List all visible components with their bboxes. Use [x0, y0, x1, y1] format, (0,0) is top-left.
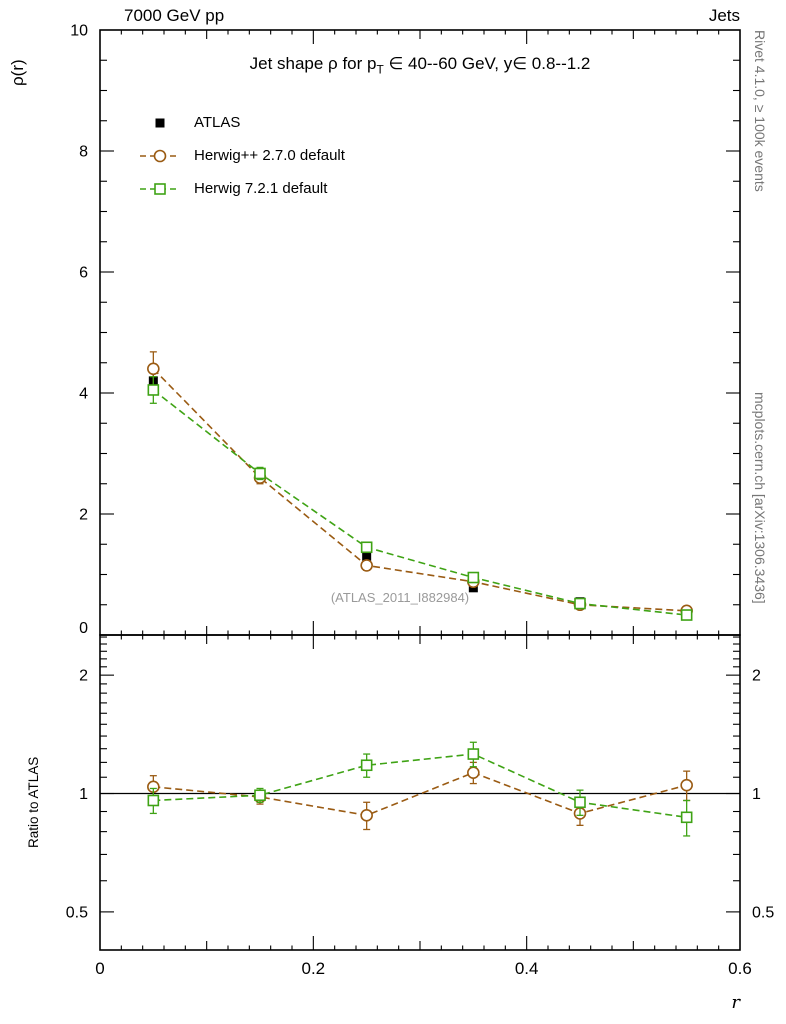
- data-point-marker: [254, 789, 266, 802]
- ratio-tick-label-left: 1: [79, 786, 88, 803]
- ratio-panel-frame: [99, 634, 741, 951]
- y-tick-label: 8: [79, 144, 88, 161]
- data-point-marker: [467, 766, 480, 779]
- rivet-version-note: Rivet 4.1.0, ≥ 100k events: [752, 30, 768, 192]
- open-square-icon: [140, 182, 180, 195]
- data-point-marker: [147, 384, 160, 396]
- plot-title-subscript: T: [376, 62, 384, 77]
- y-tick-label: 2: [79, 507, 88, 524]
- y-axis-label: ρ(r): [8, 59, 27, 86]
- beam-energy-label: 7000 GeV pp: [124, 6, 225, 25]
- data-point-marker: [360, 759, 373, 772]
- x-tick-label: 0.6: [728, 959, 752, 978]
- data-point-marker: [360, 809, 373, 822]
- data-point-marker: [360, 541, 373, 554]
- ratio-axis-label: Ratio to ATLAS: [26, 756, 41, 848]
- data-point-marker: [147, 794, 160, 807]
- data-point-marker: [362, 551, 372, 561]
- open-circle-icon: [140, 149, 180, 162]
- x-axis-label: r: [731, 992, 740, 1013]
- data-point-marker: [680, 609, 693, 621]
- plot-title-pre: Jet shape ρ for p: [249, 54, 377, 73]
- ratio-tick-label-left: 2: [79, 668, 88, 685]
- mcplots-reference-note: mcplots.cern.ch [arXiv:1306.3436]: [752, 392, 768, 604]
- plot-title: Jet shape ρ for pT ∈ 40--60 GeV, y∈ 0.8-…: [100, 54, 740, 76]
- legend-item: Herwig++ 2.7.0 default: [138, 139, 345, 172]
- legend-label: Herwig 7.2.1 default: [194, 180, 328, 197]
- legend-label: ATLAS: [194, 114, 241, 131]
- y-tick-label: 6: [79, 265, 88, 282]
- filled-square-icon: [155, 118, 165, 127]
- data-point-marker: [680, 778, 693, 792]
- x-tick-label: 0.4: [515, 959, 539, 978]
- ratio-tick-label-left: 0.5: [66, 904, 88, 921]
- observable-group-label: Jets: [708, 6, 740, 25]
- y-tick-label: 4: [79, 386, 88, 403]
- data-point-marker: [680, 811, 693, 824]
- data-point-marker: [254, 467, 266, 480]
- y-tick-label: 0: [79, 620, 88, 637]
- data-point-marker: [574, 796, 586, 809]
- ratio-tick-label-right: 2: [752, 668, 761, 685]
- x-tick-label: 0: [95, 959, 104, 978]
- legend-item: ATLAS: [138, 106, 345, 139]
- legend-label: Herwig++ 2.7.0 default: [194, 147, 345, 164]
- legend-item: Herwig 7.2.1 default: [138, 172, 345, 205]
- ratio-tick-label-right: 0.5: [752, 904, 774, 921]
- analysis-id-watermark: (ATLAS_2011_I882984): [330, 590, 470, 605]
- y-tick-label: 10: [70, 23, 88, 40]
- legend: ATLAS Herwig++ 2.7.0 default Herwig 7.2.1 …: [138, 106, 345, 205]
- data-point-marker: [467, 571, 480, 584]
- x-tick-label: 0.2: [302, 959, 326, 978]
- data-point-marker: [360, 559, 373, 572]
- series-herwig-7-2-1-default: [147, 376, 693, 837]
- data-point-marker: [467, 748, 480, 760]
- axis-ticks: [100, 30, 740, 950]
- data-point-marker: [147, 362, 160, 376]
- plot-title-post: ∈ 40--60 GeV, y∈ 0.8--1.2: [383, 54, 591, 73]
- series-atlas: [148, 371, 692, 617]
- ratio-tick-label-right: 1: [752, 786, 761, 803]
- data-point-marker: [574, 597, 586, 610]
